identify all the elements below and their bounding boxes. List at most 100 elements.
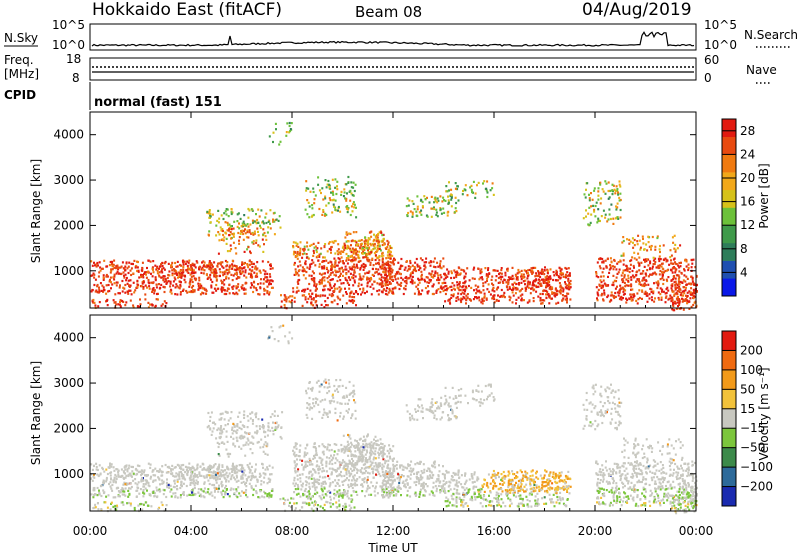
echo-cell bbox=[328, 197, 331, 200]
echo-cell bbox=[391, 290, 394, 293]
echo-cell bbox=[363, 467, 366, 470]
echo-cell bbox=[264, 468, 267, 471]
echo-cell bbox=[629, 267, 632, 270]
echo-cell bbox=[682, 279, 685, 282]
echo-cell bbox=[362, 443, 365, 446]
echo-cell bbox=[345, 231, 348, 234]
echo-cell bbox=[444, 199, 447, 202]
echo-cell bbox=[133, 291, 136, 294]
noise-tick-left-bottom: 10^0 bbox=[52, 38, 85, 52]
echo-cell bbox=[237, 469, 240, 472]
echo-cell bbox=[673, 294, 676, 297]
echo-cell bbox=[384, 269, 387, 272]
echo-cell bbox=[381, 243, 384, 247]
echo-cell bbox=[105, 480, 108, 483]
echo-cell bbox=[639, 246, 642, 249]
echo-cell bbox=[588, 193, 590, 196]
echo-cell bbox=[313, 282, 316, 285]
echo-cell bbox=[343, 242, 346, 245]
echo-cell bbox=[347, 449, 350, 452]
echo-cell bbox=[467, 284, 470, 288]
echo-cell bbox=[339, 279, 342, 282]
echo-cell bbox=[270, 495, 273, 498]
echo-cell bbox=[121, 279, 124, 283]
echo-cell bbox=[325, 204, 328, 207]
echo-cell bbox=[632, 296, 635, 299]
echo-cell bbox=[371, 273, 374, 276]
echo-cell bbox=[232, 437, 235, 440]
echo-cell bbox=[662, 282, 665, 286]
echo-cell bbox=[154, 276, 157, 279]
echo-cell bbox=[400, 281, 403, 285]
echo-cell bbox=[91, 300, 94, 303]
echo-cell bbox=[432, 274, 435, 277]
echo-cell bbox=[97, 275, 100, 278]
echo-cell bbox=[311, 204, 314, 207]
echo-cell bbox=[657, 280, 660, 283]
echo-cell bbox=[630, 299, 633, 302]
echo-cell bbox=[214, 463, 217, 466]
echo-cell bbox=[278, 143, 281, 146]
echo-cell bbox=[530, 267, 533, 270]
echo-cell bbox=[141, 503, 144, 506]
echo-cell bbox=[189, 280, 192, 283]
echo-cell bbox=[386, 494, 389, 497]
echo-cell bbox=[235, 266, 238, 269]
echo-cell bbox=[593, 187, 596, 190]
echo-cell bbox=[429, 264, 432, 267]
echo-cell bbox=[670, 287, 673, 290]
echo-cell bbox=[448, 189, 450, 192]
echo-cell bbox=[674, 277, 677, 280]
echo-cell bbox=[229, 478, 232, 481]
echo-cell bbox=[508, 277, 511, 280]
echo-cell bbox=[252, 240, 255, 243]
echo-cell bbox=[596, 221, 599, 224]
echo-cell bbox=[93, 473, 95, 476]
echo-cell bbox=[375, 234, 378, 237]
echo-cell bbox=[659, 258, 662, 261]
echo-cell bbox=[367, 493, 370, 496]
echo-cell bbox=[460, 268, 463, 271]
echo-cell bbox=[196, 482, 199, 486]
echo-cell bbox=[347, 257, 350, 260]
echo-cell bbox=[115, 477, 118, 481]
echo-cell bbox=[176, 285, 179, 288]
echo-cell bbox=[218, 233, 221, 236]
echo-cell bbox=[186, 494, 189, 497]
echo-cell bbox=[248, 229, 251, 232]
echo-cell bbox=[465, 294, 468, 297]
echo-cell bbox=[431, 292, 434, 296]
echo-cell bbox=[208, 210, 211, 213]
echo-cell bbox=[554, 288, 557, 291]
echo-cell bbox=[478, 299, 481, 302]
echo-cell bbox=[560, 271, 563, 275]
echo-cell bbox=[285, 300, 288, 303]
echo-cell bbox=[182, 268, 185, 271]
echo-cell bbox=[599, 257, 602, 260]
echo-cell bbox=[151, 275, 154, 278]
echo-cell bbox=[500, 288, 503, 292]
echo-cell bbox=[113, 469, 116, 472]
echo-cell bbox=[638, 239, 641, 242]
echo-cell bbox=[341, 246, 344, 249]
echo-cell bbox=[489, 293, 492, 296]
echo-cell bbox=[306, 245, 309, 248]
echo-cell bbox=[457, 298, 460, 301]
echo-cell bbox=[232, 241, 235, 244]
echo-cell bbox=[184, 262, 187, 265]
echo-cell bbox=[338, 465, 341, 468]
echo-cell bbox=[344, 268, 347, 271]
echo-cell bbox=[118, 272, 121, 275]
echo-cell bbox=[228, 234, 231, 237]
echo-cell bbox=[314, 453, 317, 456]
echo-cell bbox=[407, 268, 410, 271]
echo-cell bbox=[407, 204, 410, 207]
echo-cell bbox=[659, 269, 662, 273]
echo-cell bbox=[260, 278, 262, 281]
echo-cell bbox=[615, 205, 617, 208]
echo-cell bbox=[236, 293, 239, 296]
echo-cell bbox=[650, 290, 653, 294]
echo-cell bbox=[329, 482, 332, 485]
echo-cell bbox=[240, 475, 243, 478]
echo-cell bbox=[198, 494, 201, 497]
